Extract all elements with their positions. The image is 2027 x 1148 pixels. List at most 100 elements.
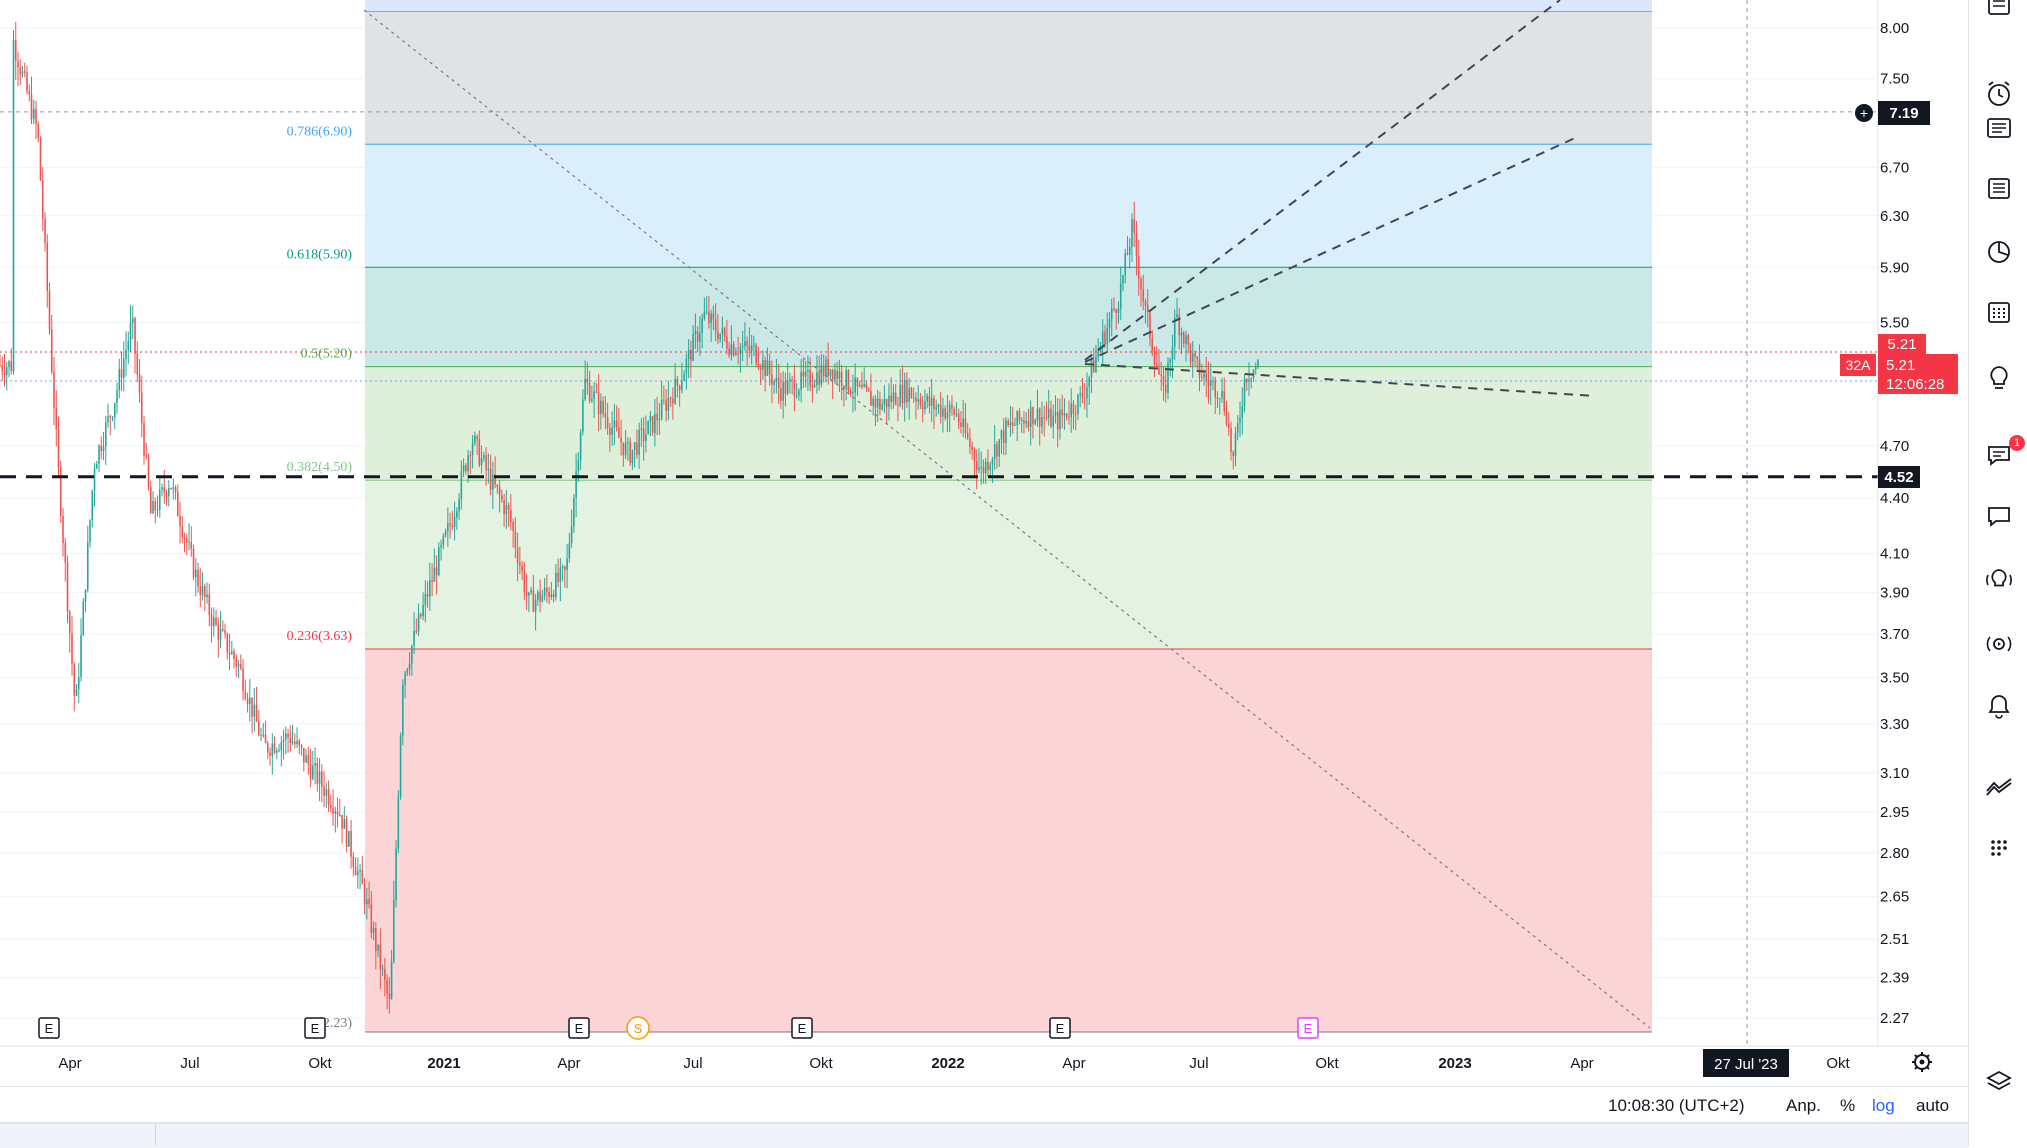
candle-body [726, 336, 728, 349]
trendline-drawings[interactable] [0, 0, 1878, 1046]
candle-body [762, 359, 764, 370]
fibonacci-retracement[interactable]: 0.786(6.90) 0.618(5.90) 0.5(5.20) 0.382(4.5… [287, 0, 1652, 1033]
earnings-marker-label: E [575, 1021, 584, 1036]
candle-body [942, 408, 944, 417]
message-icon[interactable] [1981, 498, 2017, 534]
candle-body [35, 108, 37, 124]
candle-body [946, 412, 949, 419]
price-tick-label: 6.30 [1880, 208, 1909, 225]
chat-badge: 1 [2009, 435, 2025, 451]
diagonal-dotted-line[interactable] [363, 9, 1651, 1029]
percent-toggle[interactable]: % [1840, 1096, 1856, 1115]
candle-body [140, 392, 143, 424]
candle-body [705, 311, 708, 313]
news-icon[interactable] [1981, 110, 2017, 146]
price-tick-label: 5.90 [1880, 259, 1909, 276]
log-toggle[interactable]: log [1872, 1096, 1895, 1115]
chat-icon[interactable]: 1 [1981, 435, 2025, 473]
dashed-trendline-steep[interactable] [1084, 0, 1561, 361]
candle-body [570, 526, 573, 544]
candle-body [172, 487, 175, 489]
bottom-panel-tab[interactable] [0, 1124, 156, 1146]
time-axis[interactable]: Apr Jul Okt 2021 Apr Jul Okt 2022 Apr Jul Okt 2023 A… [58, 1055, 1850, 1072]
price-tick-label: 3.10 [1880, 765, 1909, 782]
settings-gear-icon[interactable] [1912, 1052, 1932, 1072]
price-chart[interactable]: 0.786(6.90) 0.618(5.90) 0.5(5.20) 0.382(4.5… [0, 0, 1968, 1086]
candle-body [820, 365, 823, 385]
price-axis[interactable]: 8.00 7.50 6.70 6.30 5.90 5.50 4.70 4.40 4.10 3.90… [1880, 20, 1909, 1027]
candle-body [303, 747, 305, 763]
pie-chart-icon[interactable] [1981, 234, 2017, 270]
candle-body [37, 123, 40, 138]
candle-body [377, 944, 379, 951]
candle-body [987, 461, 989, 471]
candle-body [771, 374, 773, 385]
ideas-icon[interactable] [1981, 562, 2017, 598]
candle-body [899, 384, 901, 406]
countdown-text: 12:06:28 [1886, 376, 1944, 393]
dashed-trendline-mid[interactable] [1084, 137, 1576, 363]
candle-body [872, 398, 874, 406]
candle-body [359, 869, 361, 872]
candle-body [654, 413, 656, 433]
candle-body [613, 420, 616, 428]
candle-body [1151, 338, 1154, 352]
candle-body [818, 372, 820, 385]
candle-body [316, 763, 319, 784]
price-tick-label: 2.51 [1880, 931, 1909, 948]
candle-body [485, 455, 487, 470]
candle-body [492, 474, 494, 490]
candle-body [458, 499, 460, 512]
price-tick-label: 3.50 [1880, 670, 1909, 687]
calendar-icon[interactable] [1981, 294, 2017, 330]
candle-body [408, 663, 411, 670]
price-tick-label: 3.70 [1880, 626, 1909, 643]
candle-body [926, 395, 928, 402]
candle-body [1203, 373, 1205, 378]
adjust-toggle[interactable]: Anp. [1786, 1096, 1821, 1115]
candle-body [1117, 308, 1120, 314]
candle-body [206, 594, 208, 598]
candle-body [660, 399, 663, 419]
candle-body [735, 353, 737, 355]
candle-body [1137, 256, 1140, 279]
candle-body [1200, 377, 1203, 379]
candle-body [1092, 359, 1095, 373]
candle-body [973, 449, 976, 461]
candle-body [462, 465, 465, 472]
streams-icon[interactable] [1981, 626, 2017, 662]
candle-body [215, 617, 217, 625]
time-tick-label: Okt [308, 1055, 332, 1072]
candle-body [1180, 332, 1183, 336]
candle-body [642, 428, 645, 442]
candle-body [964, 418, 967, 433]
layers-icon[interactable] [1981, 1064, 2017, 1100]
candle-body [732, 344, 735, 355]
candle-body [645, 433, 647, 442]
list-icon[interactable] [1981, 170, 2017, 206]
chart-lines-icon[interactable] [1981, 768, 2017, 804]
candle-body [476, 435, 478, 439]
candle-body [343, 819, 346, 829]
alarm-clock-icon[interactable] [1981, 76, 2017, 112]
lightbulb-icon[interactable] [1981, 360, 2017, 396]
dots-grid-icon[interactable] [1981, 830, 2017, 866]
notification-icon[interactable] [1981, 688, 2017, 724]
candle-body [219, 628, 222, 640]
candle-body [532, 590, 535, 612]
candle-body [255, 704, 258, 722]
dashed-trendline-flat[interactable] [1084, 363, 1596, 397]
candle-body [521, 565, 523, 572]
candle-body [1164, 385, 1167, 393]
candle-body [273, 743, 276, 753]
candle-body [687, 349, 690, 359]
watchlist-icon[interactable] [1981, 0, 2017, 22]
candle-body [962, 418, 964, 428]
auto-toggle[interactable]: auto [1916, 1096, 1950, 1115]
clock-text[interactable]: 10:08:30 (UTC+2) [1608, 1096, 1745, 1115]
candle-body [795, 395, 798, 397]
candle-body [480, 458, 483, 466]
candle-body [674, 378, 676, 404]
candle-body [17, 60, 19, 68]
